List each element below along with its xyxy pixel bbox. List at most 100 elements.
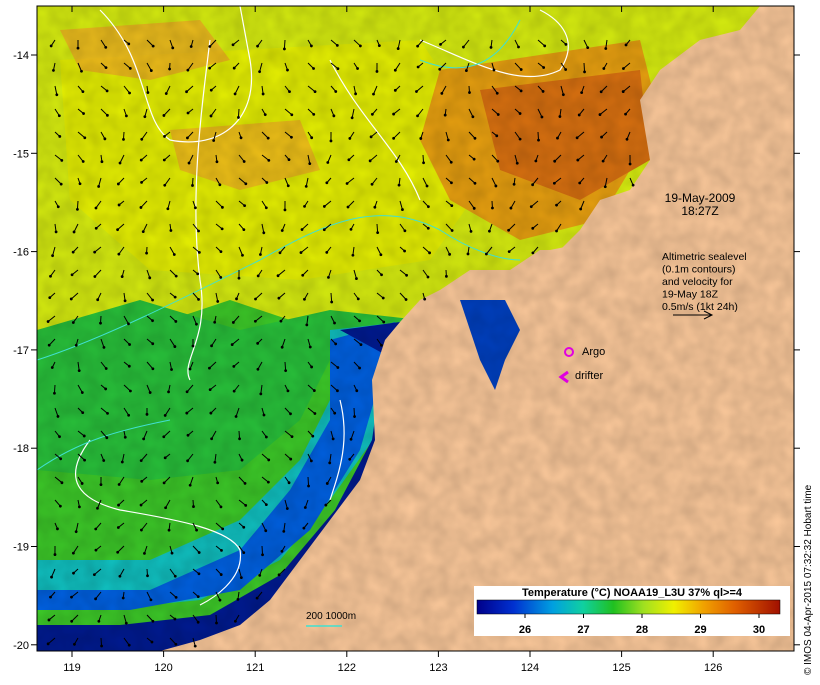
- velocity-arrow-head: [76, 208, 79, 211]
- velocity-arrow-head: [166, 207, 169, 210]
- velocity-arrow-head: [358, 367, 361, 370]
- velocity-arrow-head: [262, 231, 265, 234]
- velocity-arrow-head: [267, 137, 270, 140]
- velocity-arrow-head: [290, 136, 293, 139]
- velocity-arrow-head: [330, 301, 333, 304]
- velocity-arrow-head: [106, 412, 109, 415]
- velocity-arrow-head: [171, 552, 174, 555]
- velocity-arrow-head: [95, 227, 98, 230]
- velocity-arrow-head: [162, 435, 165, 438]
- velocity-arrow-head: [440, 92, 443, 95]
- velocity-arrow-head: [470, 230, 473, 233]
- velocity-arrow-head: [448, 253, 451, 256]
- velocity-arrow-head: [191, 184, 194, 187]
- velocity-arrow-head: [93, 251, 96, 254]
- legend-line: and velocity for: [662, 276, 733, 288]
- velocity-arrow-head: [290, 113, 293, 116]
- lat-tick-label: -16: [13, 247, 29, 259]
- velocity-arrow-head: [553, 182, 556, 185]
- velocity-arrow-head: [289, 412, 292, 415]
- velocity-arrow-head: [129, 390, 132, 393]
- velocity-arrow-head: [221, 227, 224, 230]
- velocity-arrow-head: [105, 367, 108, 370]
- velocity-arrow-head: [496, 160, 499, 163]
- velocity-arrow-head: [197, 298, 200, 301]
- velocity-arrow-head: [415, 90, 418, 93]
- velocity-arrow-head: [358, 320, 361, 323]
- velocity-arrow-head: [192, 345, 195, 348]
- velocity-arrow-head: [73, 643, 76, 646]
- velocity-arrow-head: [173, 253, 176, 256]
- velocity-arrow-head: [78, 505, 81, 508]
- velocity-arrow-head: [198, 572, 201, 575]
- velocity-arrow-head: [439, 43, 442, 46]
- velocity-arrow-head: [151, 342, 154, 345]
- velocity-arrow-head: [163, 135, 166, 138]
- velocity-arrow-head: [494, 185, 497, 188]
- velocity-arrow-head: [210, 344, 213, 347]
- velocity-arrow-head: [124, 299, 127, 302]
- velocity-arrow-head: [328, 461, 331, 464]
- velocity-arrow-head: [143, 552, 146, 555]
- velocity-arrow-head: [277, 297, 280, 300]
- velocity-arrow-head: [146, 574, 149, 577]
- velocity-arrow-head: [83, 435, 86, 438]
- velocity-arrow-head: [79, 182, 82, 185]
- velocity-arrow-head: [559, 115, 562, 118]
- velocity-arrow-head: [195, 529, 198, 532]
- velocity-arrow-head: [284, 208, 287, 211]
- velocity-arrow-head: [427, 276, 430, 279]
- velocity-arrow-head: [95, 549, 98, 552]
- velocity-arrow-head: [254, 298, 257, 301]
- velocity-arrow-head: [473, 158, 476, 161]
- velocity-arrow-head: [242, 551, 245, 554]
- velocity-arrow-head: [170, 229, 173, 232]
- velocity-arrow-head: [444, 114, 447, 117]
- velocity-arrow-head: [520, 68, 523, 71]
- velocity-arrow-head: [286, 507, 289, 510]
- velocity-arrow-head: [197, 595, 200, 598]
- velocity-arrow-head: [394, 89, 397, 92]
- velocity-arrow-head: [48, 296, 51, 299]
- velocity-arrow-head: [332, 437, 335, 440]
- velocity-arrow-head: [622, 90, 625, 93]
- lon-tick-label: 120: [154, 662, 172, 674]
- velocity-arrow-head: [350, 228, 353, 231]
- velocity-arrow-head: [347, 158, 350, 161]
- velocity-arrow-head: [56, 527, 59, 530]
- velocity-arrow-head: [117, 253, 120, 256]
- velocity-arrow-head: [122, 597, 125, 600]
- velocity-arrow-head: [163, 184, 166, 187]
- velocity-arrow-head: [305, 323, 308, 326]
- velocity-arrow-head: [301, 274, 304, 277]
- velocity-arrow-head: [241, 254, 244, 257]
- velocity-arrow-head: [422, 161, 425, 164]
- velocity-arrow-head: [267, 481, 270, 484]
- velocity-arrow-head: [604, 185, 607, 188]
- velocity-arrow-head: [314, 90, 317, 93]
- velocity-arrow-head: [164, 506, 167, 509]
- colorbar-title: Temperature (°C) NOAA19_L3U 37% ql>=4: [522, 587, 743, 599]
- velocity-arrow-head: [167, 390, 170, 393]
- velocity-arrow-head: [189, 484, 192, 487]
- lat-tick-label: -18: [13, 443, 29, 455]
- velocity-arrow-head: [326, 482, 329, 485]
- velocity-arrow-head: [426, 185, 429, 188]
- velocity-arrow-head: [198, 551, 201, 554]
- velocity-arrow-head: [493, 69, 496, 72]
- velocity-arrow-head: [82, 160, 85, 163]
- velocity-arrow-head: [438, 68, 441, 71]
- velocity-arrow-head: [629, 163, 632, 166]
- velocity-arrow-head: [140, 206, 143, 209]
- velocity-arrow-head: [47, 642, 50, 645]
- velocity-arrow-head: [403, 229, 406, 232]
- velocity-arrow-head: [398, 184, 401, 187]
- velocity-arrow-head: [301, 228, 304, 231]
- velocity-arrow-head: [451, 229, 454, 232]
- velocity-arrow-head: [625, 44, 628, 47]
- velocity-arrow-head: [542, 90, 545, 93]
- velocity-arrow-head: [140, 529, 143, 532]
- velocity-arrow-head: [372, 93, 375, 96]
- velocity-arrow-head: [215, 622, 218, 625]
